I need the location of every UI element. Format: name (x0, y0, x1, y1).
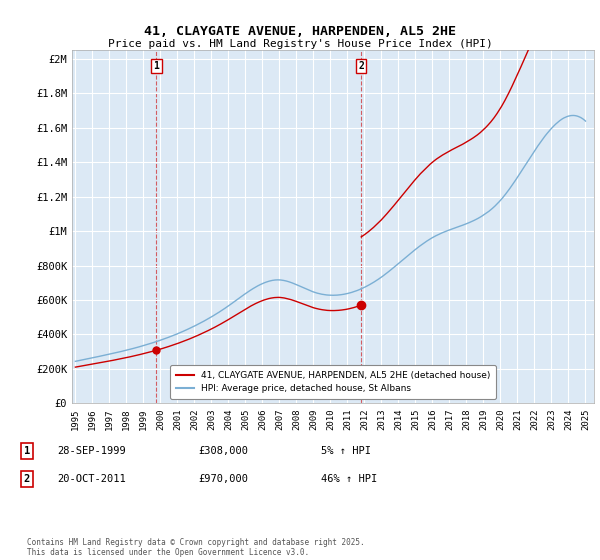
Text: 20-OCT-2011: 20-OCT-2011 (57, 474, 126, 484)
Text: Contains HM Land Registry data © Crown copyright and database right 2025.
This d: Contains HM Land Registry data © Crown c… (27, 538, 365, 557)
Text: Price paid vs. HM Land Registry's House Price Index (HPI): Price paid vs. HM Land Registry's House … (107, 39, 493, 49)
Text: 1: 1 (24, 446, 30, 456)
Text: 28-SEP-1999: 28-SEP-1999 (57, 446, 126, 456)
Text: 41, CLAYGATE AVENUE, HARPENDEN, AL5 2HE: 41, CLAYGATE AVENUE, HARPENDEN, AL5 2HE (144, 25, 456, 38)
Text: £308,000: £308,000 (198, 446, 248, 456)
Text: 46% ↑ HPI: 46% ↑ HPI (321, 474, 377, 484)
Text: 2: 2 (358, 61, 364, 71)
Text: 5% ↑ HPI: 5% ↑ HPI (321, 446, 371, 456)
Text: 2: 2 (24, 474, 30, 484)
Text: 1: 1 (153, 61, 159, 71)
Text: £970,000: £970,000 (198, 474, 248, 484)
Legend: 41, CLAYGATE AVENUE, HARPENDEN, AL5 2HE (detached house), HPI: Average price, de: 41, CLAYGATE AVENUE, HARPENDEN, AL5 2HE … (170, 365, 496, 399)
